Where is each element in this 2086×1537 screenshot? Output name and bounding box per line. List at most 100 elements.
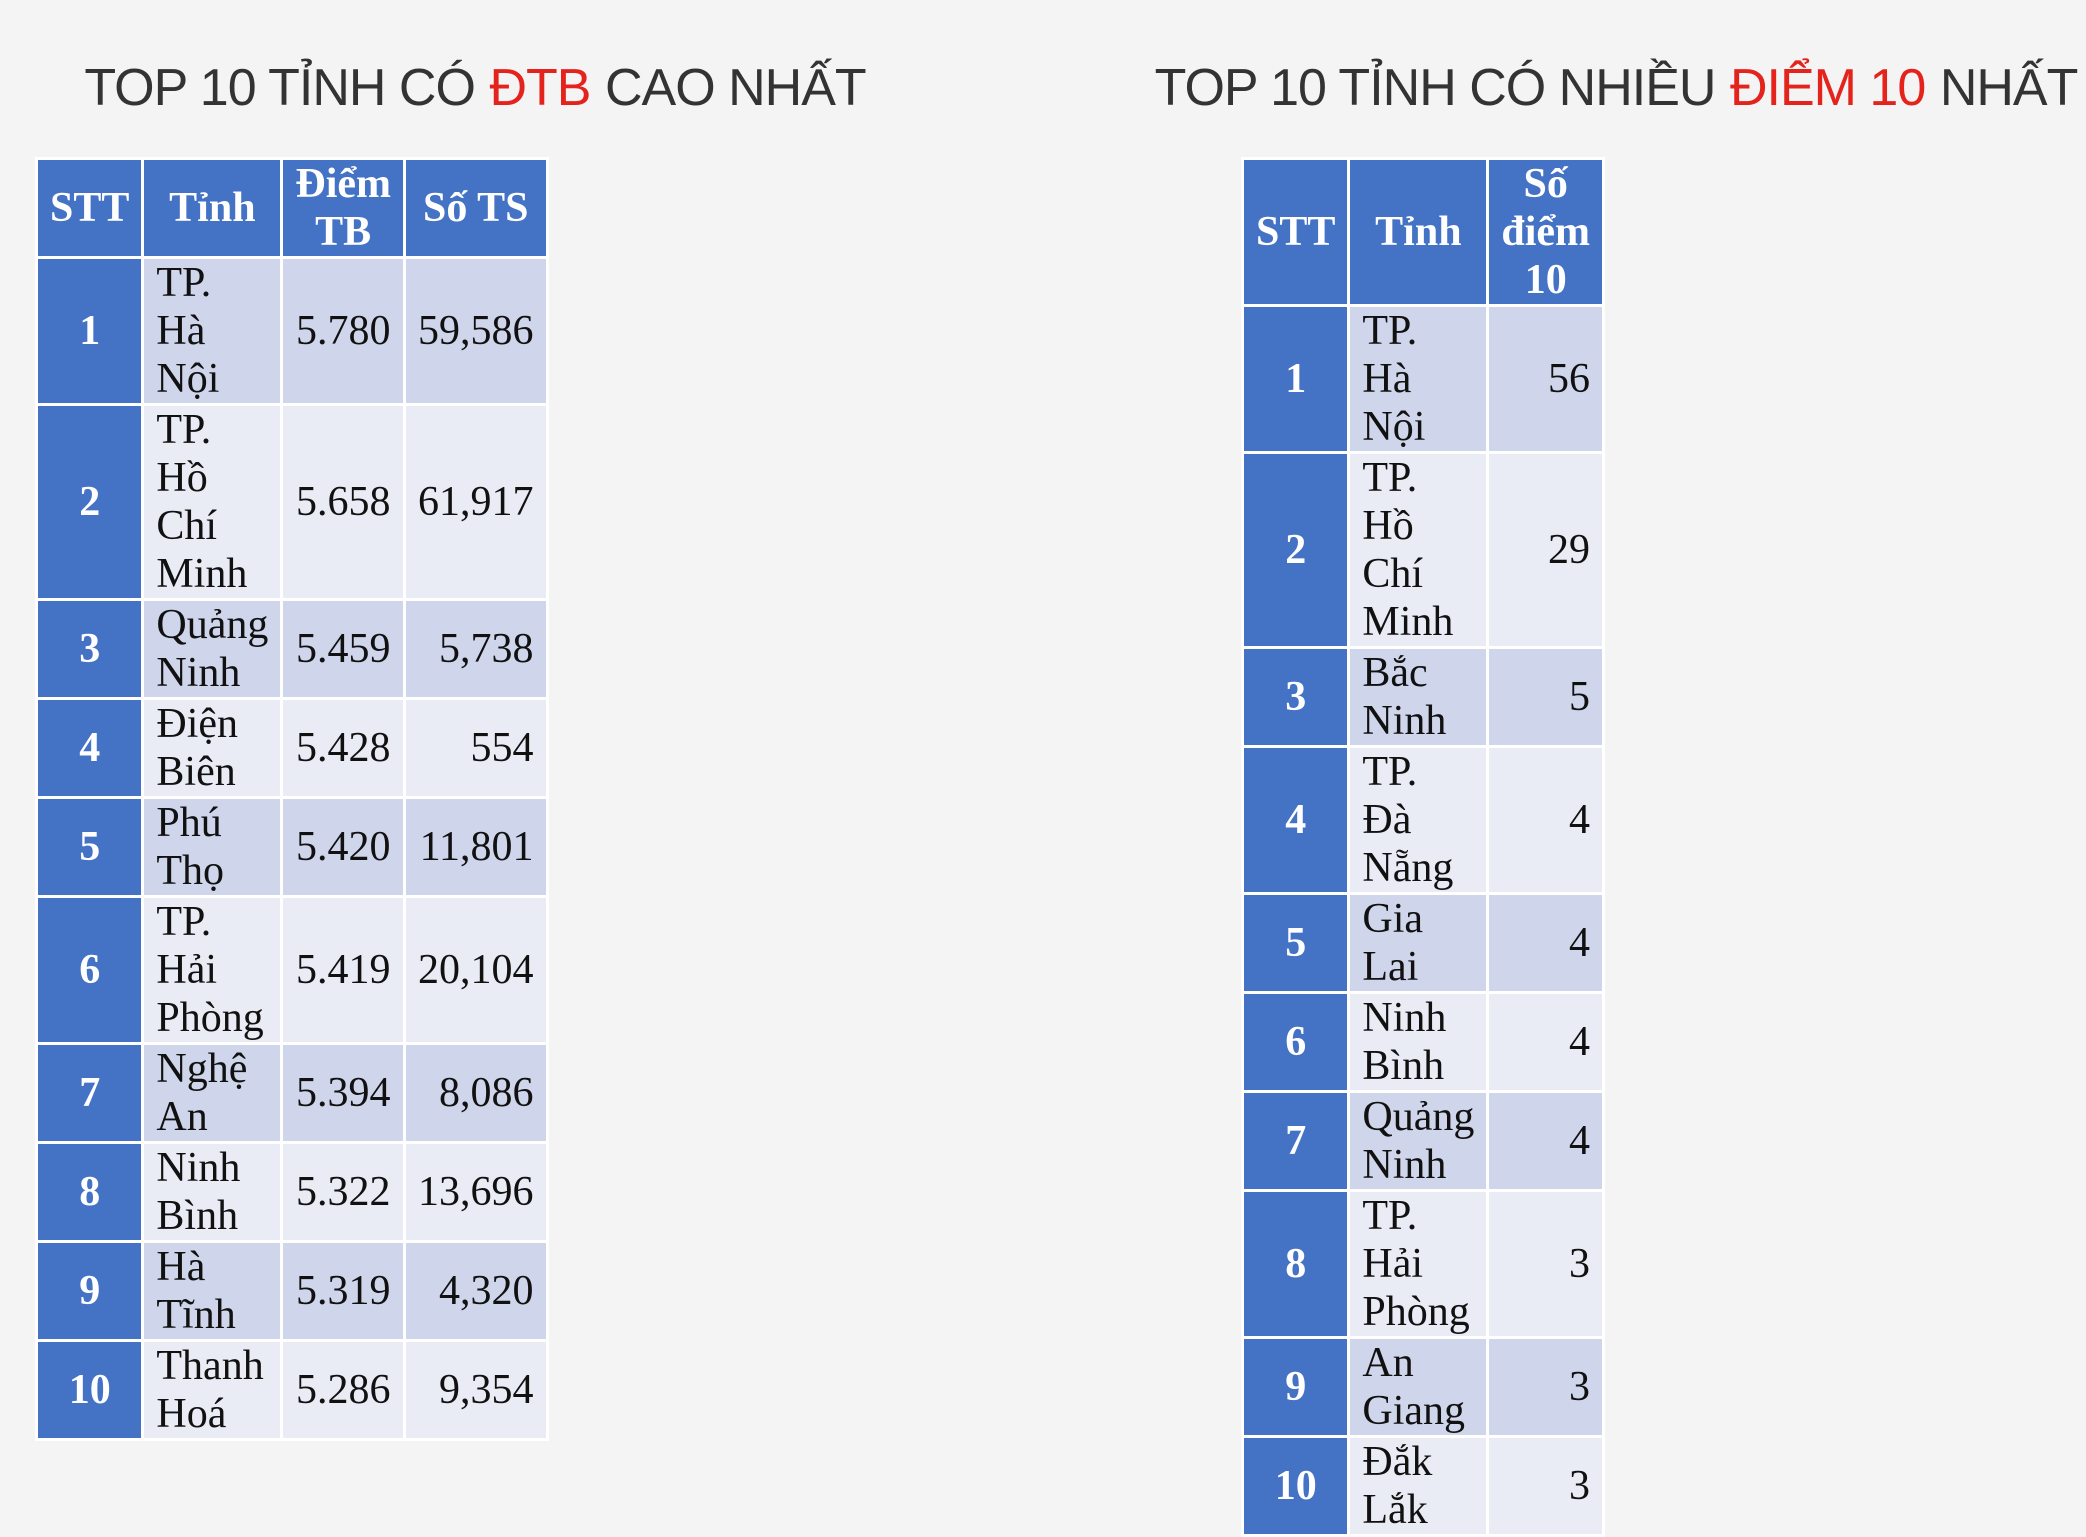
table-cell: 5.419 [280, 895, 407, 1045]
table-cell: An Giang [1347, 1336, 1490, 1438]
table-cell: TP. Hồ Chí Minh [1347, 451, 1490, 649]
table-row: 3 Bắc Ninh 5 [1240, 646, 1606, 748]
table-cell: 9,354 [403, 1339, 549, 1441]
table-cell: Quảng Ninh [141, 598, 284, 700]
table-body: 1 TP. Hà Nội 56 2 TP. Hồ Chí Minh 29 3 Bắc Ninh… [1240, 304, 1606, 1537]
rank-cell: 4 [1240, 745, 1351, 895]
table-cell: Nghệ An [141, 1042, 284, 1144]
title-part: TOP 10 TỈNH CÓ NHIỀU [1154, 59, 1717, 117]
header-cell: STT [34, 157, 145, 259]
rank-cell: 10 [34, 1339, 145, 1441]
table-cell: Bắc Ninh [1347, 646, 1490, 748]
rank-cell: 2 [1240, 451, 1351, 649]
table-row: 5 Phú Thọ 5.420 11,801 [34, 796, 549, 898]
table-cell: TP. Hải Phòng [1347, 1189, 1490, 1339]
rank-cell: 1 [34, 256, 145, 406]
table-row: 7 Nghệ An 5.394 8,086 [34, 1042, 549, 1144]
title-part: CAO NHẤT [604, 59, 867, 117]
table-cell: 5,738 [403, 598, 549, 700]
table-cell: 8,086 [403, 1042, 549, 1144]
table-row: 1 TP. Hà Nội 5.780 59,586 [34, 256, 549, 406]
page: {"panels": [ {"title": ["TOP 10 TỈNH CÓ"… [34, 58, 2079, 1537]
table-cell: 3 [1486, 1189, 1606, 1339]
table-row: 2 TP. Hồ Chí Minh 5.658 61,917 [34, 403, 549, 601]
table-cell: 5.428 [280, 697, 407, 799]
header-cell: Tỉnh [141, 157, 284, 259]
table-cell: Thanh Hoá [141, 1339, 284, 1441]
data-table: STT Tỉnh Số điểm 10 1 TP. Hà Nội 56 2 TP. Hồ Ch… [1240, 157, 1606, 1537]
table-row: 7 Quảng Ninh 4 [1240, 1090, 1606, 1192]
table-cell: Ninh Bình [141, 1141, 284, 1243]
rank-cell: 4 [34, 697, 145, 799]
rank-cell: 2 [34, 403, 145, 601]
table-cell: 56 [1486, 304, 1606, 454]
rank-cell: 9 [34, 1240, 145, 1342]
table-cell: 5 [1486, 646, 1606, 748]
table-cell: TP. Hà Nội [141, 256, 284, 406]
table-cell: 5.420 [280, 796, 407, 898]
table-cell: 5.286 [280, 1339, 407, 1441]
rank-cell: 3 [34, 598, 145, 700]
data-table: STT Tỉnh Điểm TB Số TS 1 TP. Hà Nội 5.780 59,58… [34, 157, 549, 1441]
rank-cell: 8 [34, 1141, 145, 1243]
table-cell: 5.459 [280, 598, 407, 700]
table-cell: Gia Lai [1347, 892, 1490, 994]
table-row: 10 Đắk Lắk 3 [1240, 1435, 1606, 1537]
rank-cell: 6 [34, 895, 145, 1045]
table-cell: Điện Biên [141, 697, 284, 799]
panel-title: TOP 10 TỈNH CÓ ĐTB CAO NHẤT [84, 58, 867, 118]
table-cell: 29 [1486, 451, 1606, 649]
title-part: ĐTB [489, 59, 591, 117]
header-cell: Tỉnh [1347, 157, 1490, 307]
table-cell: Hà Tĩnh [141, 1240, 284, 1342]
rank-cell: 5 [1240, 892, 1351, 994]
table-cell: TP. Hải Phòng [141, 895, 284, 1045]
table-cell: 4 [1486, 892, 1606, 994]
table-cell: 554 [403, 697, 549, 799]
header-cell: STT [1240, 157, 1351, 307]
rank-cell: 9 [1240, 1336, 1351, 1438]
title-part: TOP 10 TỈNH CÓ [84, 59, 476, 117]
header-row: STT Tỉnh Số điểm 10 [1240, 157, 1606, 307]
table-row: 9 An Giang 3 [1240, 1336, 1606, 1438]
rank-cell: 6 [1240, 991, 1351, 1093]
table-cell: 3 [1486, 1435, 1606, 1537]
table-cell: Đắk Lắk [1347, 1435, 1490, 1537]
table-row: 9 Hà Tĩnh 5.319 4,320 [34, 1240, 549, 1342]
table-head: STT Tỉnh Số điểm 10 [1240, 157, 1606, 307]
slide: TOP 10 TỈNH CÓ ĐTB CAO NHẤT STT Tỉnh Điểm TB S… [34, 58, 2079, 1537]
table-cell: 20,104 [403, 895, 549, 1045]
table-cell: 4,320 [403, 1240, 549, 1342]
table-body: 1 TP. Hà Nội 5.780 59,586 2 TP. Hồ Chí Minh 5.… [34, 256, 549, 1441]
table-cell: 59,586 [403, 256, 549, 406]
rank-cell: 5 [34, 796, 145, 898]
table-cell: Phú Thọ [141, 796, 284, 898]
header-cell: Số TS [403, 157, 549, 259]
table-cell: 11,801 [403, 796, 549, 898]
rank-cell: 7 [34, 1042, 145, 1144]
table-cell: TP. Hồ Chí Minh [141, 403, 284, 601]
table-cell: 5.394 [280, 1042, 407, 1144]
table-row: 6 Ninh Bình 4 [1240, 991, 1606, 1093]
rank-cell: 3 [1240, 646, 1351, 748]
header-cell: Số điểm 10 [1486, 157, 1606, 307]
table-cell: 13,696 [403, 1141, 549, 1243]
table-row: 2 TP. Hồ Chí Minh 29 [1240, 451, 1606, 649]
table-cell: 5.322 [280, 1141, 407, 1243]
header-cell: Điểm TB [280, 157, 407, 259]
rank-cell: 1 [1240, 304, 1351, 454]
title-part: NHẤT [1939, 59, 2079, 117]
table-row: 4 TP. Đà Nẵng 4 [1240, 745, 1606, 895]
panel-title: TOP 10 TỈNH CÓ NHIỀU ĐIỂM 10 NHẤT [1154, 58, 2079, 118]
table-row: 3 Quảng Ninh 5.459 5,738 [34, 598, 549, 700]
rank-cell: 7 [1240, 1090, 1351, 1192]
table-row: 1 TP. Hà Nội 56 [1240, 304, 1606, 454]
table-cell: 61,917 [403, 403, 549, 601]
table-head: STT Tỉnh Điểm TB Số TS [34, 157, 549, 259]
title-part: ĐIỂM 10 [1729, 59, 1926, 117]
header-row: STT Tỉnh Điểm TB Số TS [34, 157, 549, 259]
table-cell: 5.780 [280, 256, 407, 406]
table-cell: 4 [1486, 991, 1606, 1093]
table-cell: Quảng Ninh [1347, 1090, 1490, 1192]
table-row: 10 Thanh Hoá 5.286 9,354 [34, 1339, 549, 1441]
